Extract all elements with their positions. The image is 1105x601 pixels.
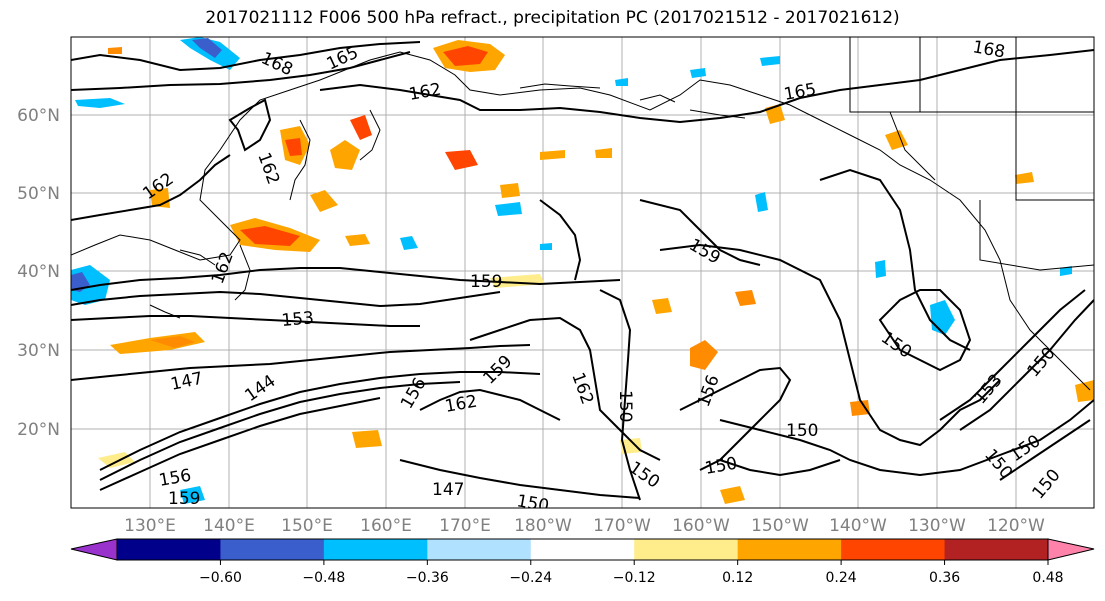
precip-patch-positive bbox=[240, 226, 300, 246]
colorbar-tick-label: 0.24 bbox=[826, 570, 857, 586]
colorbar-tick-label: 0.36 bbox=[929, 570, 960, 586]
precip-patch-negative bbox=[400, 236, 418, 250]
colorbar-tick-label: 0.12 bbox=[722, 570, 753, 586]
colorbar-arrow-right bbox=[1047, 538, 1095, 561]
lon-label: 140°E bbox=[203, 516, 255, 536]
colorbar-tick-label: −0.48 bbox=[302, 570, 345, 586]
lon-label: 120°W bbox=[987, 516, 1045, 536]
precip-patch-positive bbox=[1015, 172, 1034, 184]
contour-label: 159 bbox=[470, 272, 502, 292]
precip-patch-positive bbox=[98, 452, 135, 468]
colorbar-segment bbox=[117, 539, 221, 560]
precip-patch-negative bbox=[180, 486, 205, 504]
precip-patch-positive bbox=[108, 47, 122, 54]
colorbar-tick-label: −0.12 bbox=[613, 570, 656, 586]
colorbar-tick-label: −0.24 bbox=[509, 570, 552, 586]
precip-patch-positive bbox=[652, 298, 672, 314]
lat-label-40n: 40°N bbox=[17, 262, 60, 282]
colorbar-segment bbox=[427, 539, 532, 560]
lon-label: 170°W bbox=[593, 516, 651, 536]
latitude-labels: 60°N 50°N 40°N 30°N 20°N bbox=[17, 106, 60, 440]
colorbar-tick-label: 0.48 bbox=[1032, 570, 1063, 586]
precip-patch-positive bbox=[1075, 380, 1094, 402]
lat-label-50n: 50°N bbox=[17, 184, 60, 204]
precip-patch-positive bbox=[500, 183, 520, 198]
lon-label: 130°E bbox=[124, 516, 176, 536]
colorbar: −0.60 −0.48 −0.36 −0.24 −0.12 0.12 0.24 0.36 0.4… bbox=[70, 538, 1095, 586]
lat-label-30n: 30°N bbox=[17, 341, 60, 361]
contour-label: 150 bbox=[615, 390, 635, 422]
precip-patch-positive bbox=[720, 486, 745, 504]
coastlines bbox=[71, 51, 1091, 391]
lon-label: 180°W bbox=[514, 516, 572, 536]
precip-patch-positive bbox=[690, 340, 718, 370]
precip-patch-positive bbox=[310, 190, 338, 212]
colorbar-segment bbox=[737, 539, 842, 560]
contour-label: 150 bbox=[786, 421, 818, 441]
precip-patch-positive bbox=[285, 138, 302, 156]
longitude-labels: 130°E 140°E 150°E 160°E 170°E 180°W 170°… bbox=[124, 516, 1045, 536]
contour-label: 150 bbox=[515, 491, 550, 516]
lon-label: 140°W bbox=[829, 516, 887, 536]
graticule bbox=[71, 37, 1094, 508]
lon-label: 160°W bbox=[672, 516, 730, 536]
contour-label: 147 bbox=[432, 480, 464, 500]
precip-patch-positive bbox=[850, 400, 870, 416]
colorbar-tick-label: −0.60 bbox=[199, 570, 242, 586]
precip-patch-negative bbox=[875, 260, 886, 278]
precip-patch-negative bbox=[760, 56, 780, 66]
precip-patch-negative bbox=[75, 98, 125, 108]
precipitation-shading bbox=[71, 37, 1094, 504]
precip-patch-positive bbox=[445, 150, 478, 170]
colorbar-segment bbox=[530, 539, 635, 560]
lat-label-60n: 60°N bbox=[17, 106, 60, 126]
contour-label: 153 bbox=[281, 308, 315, 331]
colorbar-segment bbox=[323, 539, 428, 560]
lon-label: 150°E bbox=[281, 516, 333, 536]
lon-label: 130°W bbox=[908, 516, 966, 536]
precip-patch-negative bbox=[755, 192, 768, 212]
contour-label: 159 bbox=[168, 489, 200, 509]
precip-patch-negative bbox=[495, 202, 522, 216]
precip-patch-positive bbox=[885, 130, 908, 150]
precip-patch-negative bbox=[615, 78, 628, 86]
lon-label: 170°E bbox=[439, 516, 491, 536]
precip-patch-negative bbox=[690, 68, 706, 78]
precip-patch-negative bbox=[540, 243, 552, 250]
precip-patch-negative bbox=[192, 38, 222, 58]
map-frame bbox=[70, 36, 1095, 509]
precip-patch-positive bbox=[540, 150, 565, 160]
precip-patch-negative bbox=[1060, 266, 1072, 276]
lon-label: 150°W bbox=[751, 516, 809, 536]
colorbar-segment bbox=[841, 539, 946, 560]
colorbar-segment bbox=[944, 539, 1049, 560]
precip-patch-positive bbox=[150, 336, 195, 348]
precip-patch-positive bbox=[443, 46, 488, 66]
political-borders bbox=[849, 37, 1094, 271]
colorbar-segment bbox=[634, 539, 739, 560]
precip-patch-positive bbox=[352, 430, 382, 448]
precip-patch-positive bbox=[350, 115, 372, 140]
precip-patch-positive bbox=[735, 290, 756, 306]
colorbar-tick-label: −0.36 bbox=[406, 570, 449, 586]
precip-patch-positive bbox=[330, 140, 360, 170]
colorbar-frame bbox=[116, 538, 1049, 561]
lat-label-20n: 20°N bbox=[17, 420, 60, 440]
lon-label: 160°E bbox=[360, 516, 412, 536]
colorbar-segment bbox=[220, 539, 325, 560]
map-title: 2017021112 F006 500 hPa refract., precip… bbox=[205, 8, 900, 28]
refractivity-contours bbox=[71, 41, 1094, 501]
precip-patch-positive bbox=[595, 148, 612, 158]
precip-patch-positive bbox=[345, 234, 370, 246]
colorbar-arrow-left bbox=[70, 538, 118, 561]
